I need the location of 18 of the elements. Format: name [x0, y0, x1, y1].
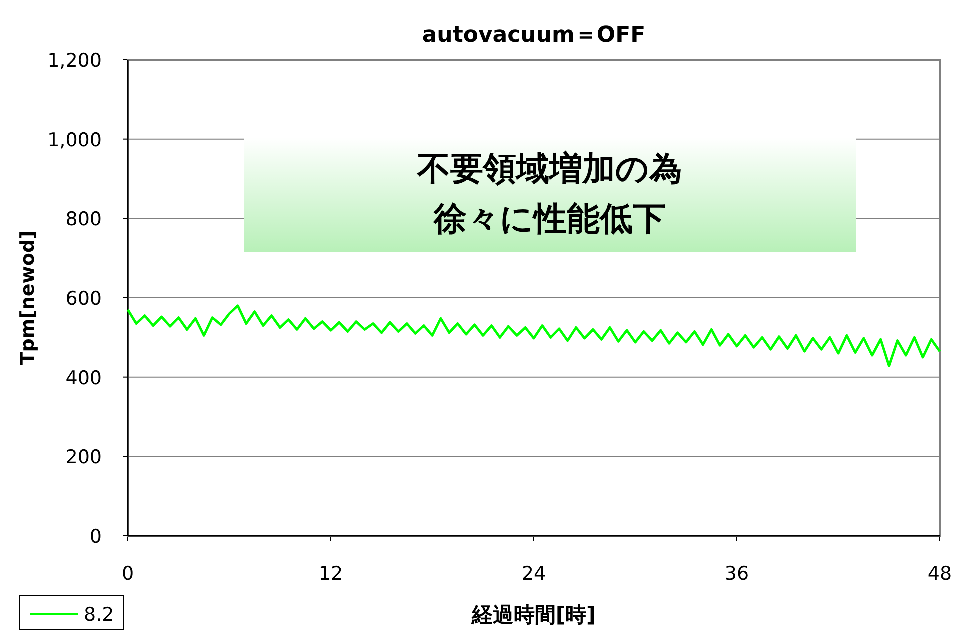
x-axis-title: 経過時間[時]: [470, 603, 596, 627]
legend-label: 8.2: [84, 604, 114, 626]
y-tick-label: 400: [66, 367, 102, 390]
x-tick-label: 24: [522, 563, 546, 585]
x-tick-label: 0: [122, 563, 134, 585]
x-tick-label: 12: [318, 563, 344, 585]
y-tick-label: 1,000: [48, 129, 102, 152]
y-tick-label: 600: [66, 288, 102, 310]
y-axis-title: Tpm[newod]: [17, 230, 39, 366]
y-tick-label: 0: [90, 526, 102, 548]
x-tick-label: 48: [928, 563, 952, 585]
y-tick-label: 200: [66, 446, 102, 469]
annotation: 不要領域増加の為: [416, 149, 682, 188]
y-tick-label: 800: [66, 208, 102, 231]
x-tick-label: 36: [724, 563, 750, 585]
annotation: 徐々に性能低下: [433, 199, 666, 238]
chart-title: autovacuum＝OFF: [422, 23, 646, 48]
y-tick-label: 1,200: [48, 50, 102, 72]
